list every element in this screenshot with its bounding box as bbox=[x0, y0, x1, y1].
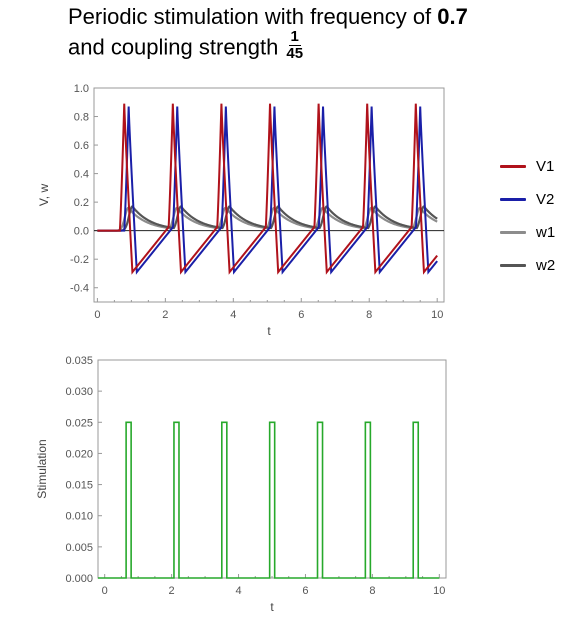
y-tick-label-1-3: 0.015 bbox=[65, 480, 93, 492]
legend-label-v2: V2 bbox=[536, 191, 555, 208]
coupling-fraction: 1 45 bbox=[284, 29, 305, 62]
x-axis-label-0: t bbox=[267, 324, 271, 338]
x-tick-label-0-2: 4 bbox=[230, 309, 236, 321]
y-tick-label-0-5: 0.6 bbox=[74, 140, 89, 152]
series-v1-line bbox=[97, 103, 438, 275]
x-tick-label-1-5: 10 bbox=[433, 585, 445, 597]
legend-label-w1: w1 bbox=[536, 224, 556, 241]
series-v2-line bbox=[97, 106, 438, 275]
legend-item-v2: V2 bbox=[500, 183, 555, 216]
y-tick-label-0-7: 1.0 bbox=[74, 83, 89, 95]
y-tick-label-0-0: -0.4 bbox=[70, 283, 89, 295]
x-tick-label-0-1: 2 bbox=[162, 309, 168, 321]
x-tick-label-1-0: 0 bbox=[102, 585, 108, 597]
legend-swatch-w2 bbox=[500, 264, 526, 267]
series-w2-line bbox=[97, 205, 438, 232]
y-tick-label-1-7: 0.035 bbox=[65, 355, 93, 367]
title-prefix-1: Periodic stimulation with frequency of bbox=[68, 4, 432, 29]
y-tick-label-1-4: 0.020 bbox=[65, 448, 93, 460]
x-tick-label-0-3: 6 bbox=[298, 309, 304, 321]
y-tick-label-1-0: 0.000 bbox=[65, 573, 93, 585]
legend-item-w1: w1 bbox=[500, 216, 555, 249]
y-tick-label-1-5: 0.025 bbox=[65, 417, 93, 429]
y-axis-label-0: V, w bbox=[37, 184, 51, 207]
x-tick-label-1-3: 6 bbox=[302, 585, 308, 597]
y-tick-label-0-3: 0.2 bbox=[74, 197, 89, 209]
y-tick-label-1-6: 0.030 bbox=[65, 386, 93, 398]
x-axis-label-1: t bbox=[270, 600, 274, 614]
x-tick-label-0-4: 8 bbox=[366, 309, 372, 321]
frequency-value: 0.7 bbox=[437, 4, 468, 29]
plot-frame-0 bbox=[93, 87, 445, 303]
y-tick-label-0-4: 0.4 bbox=[74, 169, 89, 181]
y-tick-label-1-1: 0.005 bbox=[65, 542, 93, 554]
legend-swatch-w1 bbox=[500, 231, 526, 234]
y-tick-label-0-1: -0.2 bbox=[70, 254, 89, 266]
legend-item-w2: w2 bbox=[500, 249, 555, 282]
legend-swatch-v2 bbox=[500, 198, 526, 201]
legend-label-w2: w2 bbox=[536, 257, 556, 274]
x-tick-label-1-2: 4 bbox=[235, 585, 241, 597]
legend-label-v1: V1 bbox=[536, 158, 555, 175]
chart-title: Periodic stimulation with frequency of 0… bbox=[68, 2, 468, 65]
x-tick-label-1-4: 8 bbox=[369, 585, 375, 597]
x-tick-label-1-1: 2 bbox=[169, 585, 175, 597]
y-tick-label-1-2: 0.010 bbox=[65, 511, 93, 523]
stimulation-line bbox=[98, 421, 440, 579]
y-tick-label-0-6: 0.8 bbox=[74, 112, 89, 124]
legend-item-v1: V1 bbox=[500, 150, 555, 183]
y-axis-label-1: Stimulation bbox=[35, 439, 49, 498]
fraction-numerator: 1 bbox=[288, 28, 301, 46]
y-tick-label-0-2: 0.0 bbox=[74, 226, 89, 238]
title-line-1: Periodic stimulation with frequency of 0… bbox=[68, 2, 468, 32]
legend-swatch-v1 bbox=[500, 165, 526, 168]
plot-frame-1 bbox=[97, 359, 447, 579]
title-prefix-2: and coupling strength bbox=[68, 34, 279, 60]
fraction-denominator: 45 bbox=[286, 45, 304, 62]
x-tick-label-0-5: 10 bbox=[431, 309, 443, 321]
x-tick-label-0-0: 0 bbox=[94, 309, 100, 321]
legend: V1 V2 w1 w2 bbox=[500, 150, 555, 282]
title-line-2: and coupling strength 1 45 bbox=[68, 29, 468, 65]
